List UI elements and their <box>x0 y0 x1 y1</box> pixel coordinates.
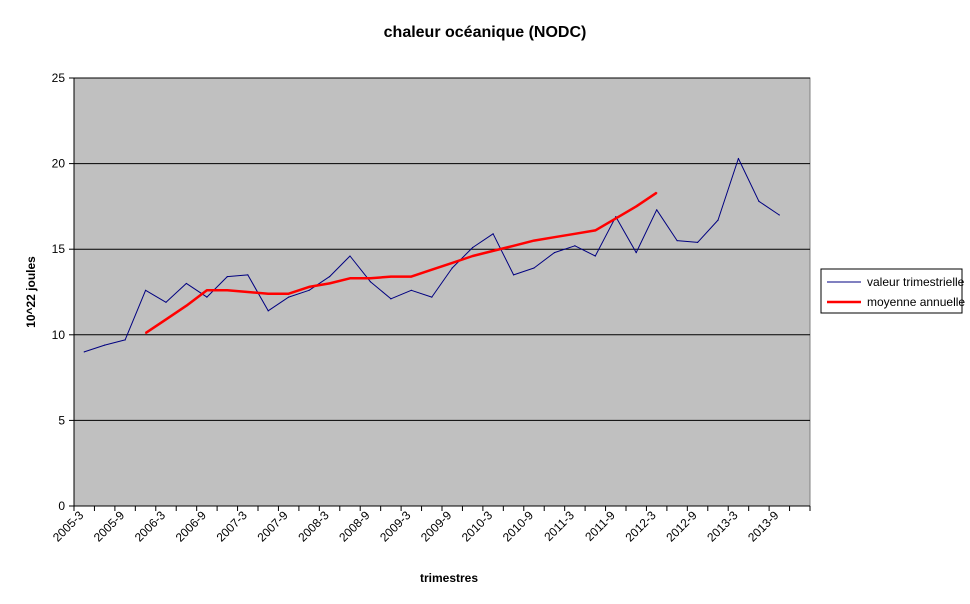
data-point <box>226 289 228 291</box>
data-point <box>635 205 637 207</box>
y-tick-label: 10 <box>52 328 66 342</box>
data-point <box>696 241 699 243</box>
data-point <box>247 274 249 276</box>
data-point <box>349 277 351 279</box>
data-point <box>369 281 372 283</box>
data-point <box>410 289 412 291</box>
data-point <box>758 200 760 202</box>
chart-title: chaleur océanique (NODC) <box>384 24 587 41</box>
data-point <box>431 296 433 298</box>
data-point <box>83 351 85 353</box>
data-point <box>635 252 637 254</box>
legend-label: moyenne annuelle <box>867 295 965 309</box>
data-point <box>451 262 453 264</box>
data-point <box>492 233 494 235</box>
data-point <box>472 255 474 257</box>
legend-label: valeur trimestrielle <box>867 275 965 289</box>
x-tick-label: 2008-9 <box>336 508 373 545</box>
x-tick-label: 2013-9 <box>745 508 782 545</box>
data-point <box>308 286 310 288</box>
data-point <box>104 344 106 346</box>
data-point <box>410 275 412 278</box>
x-axis-title: trimestres <box>420 571 478 585</box>
x-tick-label: 2008-3 <box>295 508 332 545</box>
data-point <box>615 217 617 219</box>
data-point <box>206 289 208 291</box>
x-tick-label: 2006-3 <box>132 508 169 545</box>
data-point <box>165 301 167 303</box>
data-point <box>349 255 351 257</box>
data-point <box>369 277 372 279</box>
data-point <box>124 339 126 341</box>
y-tick-label: 0 <box>58 499 65 513</box>
data-point <box>512 274 515 276</box>
data-point <box>390 298 392 300</box>
x-tick-label: 2007-9 <box>254 508 291 545</box>
legend: valeur trimestrielle moyenne annuelle <box>820 268 965 314</box>
x-tick-label: 2011-3 <box>541 508 577 544</box>
data-point <box>308 289 310 291</box>
data-point <box>144 332 147 334</box>
data-point <box>185 282 188 285</box>
data-point <box>594 255 596 257</box>
data-point <box>656 192 658 194</box>
x-tick-label: 2005-3 <box>50 508 87 545</box>
x-tick-label: 2009-3 <box>377 508 414 545</box>
x-tick-label: 2011-9 <box>582 508 618 544</box>
data-point <box>451 267 453 269</box>
x-tick-label: 2010-3 <box>459 508 496 545</box>
legend-box <box>820 268 963 314</box>
data-point <box>144 289 147 291</box>
x-tick-label: 2012-3 <box>622 508 659 545</box>
data-point <box>553 236 556 238</box>
x-tick-label: 2009-9 <box>418 508 455 545</box>
data-point <box>185 305 188 307</box>
x-tick-label: 2013-3 <box>704 508 741 545</box>
series-line-moyenne-annuelle <box>144 191 658 335</box>
data-point <box>267 293 269 295</box>
data-point <box>390 275 392 278</box>
data-point <box>717 219 719 221</box>
x-tick-label: 2005-9 <box>91 508 128 545</box>
data-point <box>328 282 331 285</box>
data-point <box>206 296 208 298</box>
data-point <box>533 240 535 242</box>
data-point <box>553 252 556 254</box>
data-point <box>512 245 515 247</box>
data-point <box>247 291 249 293</box>
data-point <box>533 267 535 269</box>
data-point <box>574 233 576 235</box>
data-point <box>165 318 167 320</box>
data-point <box>676 240 678 242</box>
x-tick-label: 2012-9 <box>663 508 700 545</box>
data-point <box>737 157 740 160</box>
plot-area: 0 5 10 15 20 25 2005-3 2005-9 2006-3 2006-9 2007-3… <box>50 71 811 545</box>
y-tick-label: 25 <box>52 71 66 85</box>
x-tick-label: 2006-9 <box>173 508 210 545</box>
data-point <box>288 296 290 298</box>
data-point <box>267 310 269 312</box>
x-tick-label: 2007-3 <box>214 508 251 545</box>
data-point <box>328 275 331 278</box>
data-point <box>431 269 433 271</box>
data-point <box>656 209 658 211</box>
data-point <box>492 250 494 252</box>
y-tick-label: 15 <box>52 242 66 256</box>
y-tick-label: 20 <box>52 157 66 171</box>
data-point <box>574 245 576 247</box>
data-point <box>594 229 596 231</box>
x-tick-label: 2010-9 <box>500 508 537 545</box>
y-axis-title: 10^22 joules <box>24 256 38 328</box>
plot-background <box>73 77 811 507</box>
data-point <box>226 275 228 278</box>
y-tick-label: 5 <box>58 413 65 427</box>
data-point <box>288 293 290 295</box>
data-point <box>472 246 474 249</box>
data-point <box>778 214 780 216</box>
